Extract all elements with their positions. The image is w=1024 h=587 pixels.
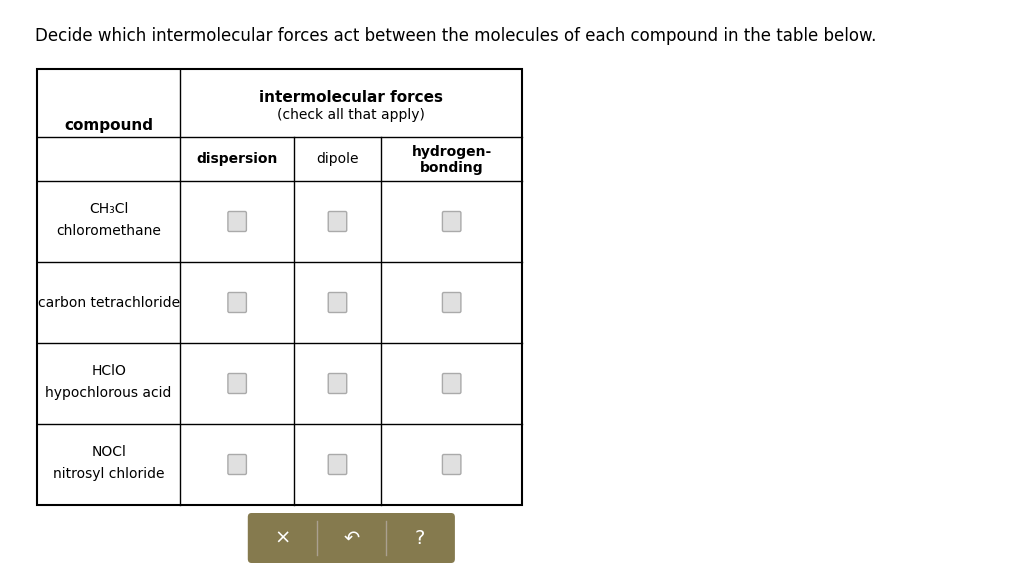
FancyBboxPatch shape xyxy=(329,292,347,312)
Text: carbon tetrachloride: carbon tetrachloride xyxy=(38,295,179,309)
Text: hydrogen-: hydrogen- xyxy=(412,145,492,159)
Text: HClO: HClO xyxy=(91,363,126,377)
FancyBboxPatch shape xyxy=(228,454,247,474)
Text: Decide which intermolecular forces act between the molecules of each compound in: Decide which intermolecular forces act b… xyxy=(35,27,877,45)
Text: intermolecular forces: intermolecular forces xyxy=(259,89,443,104)
Text: dipole: dipole xyxy=(316,152,358,166)
Text: chloromethane: chloromethane xyxy=(56,224,161,238)
FancyBboxPatch shape xyxy=(442,454,461,474)
FancyBboxPatch shape xyxy=(442,211,461,231)
Text: compound: compound xyxy=(65,117,154,133)
Text: dispersion: dispersion xyxy=(197,152,278,166)
FancyBboxPatch shape xyxy=(248,513,455,563)
FancyBboxPatch shape xyxy=(329,373,347,393)
Bar xyxy=(37,69,522,505)
FancyBboxPatch shape xyxy=(329,454,347,474)
Text: hypochlorous acid: hypochlorous acid xyxy=(45,386,172,400)
Text: nitrosyl chloride: nitrosyl chloride xyxy=(53,467,165,481)
Text: CH₃Cl: CH₃Cl xyxy=(89,201,128,215)
Text: ?: ? xyxy=(415,528,425,548)
Text: (check all that apply): (check all that apply) xyxy=(278,108,425,122)
Text: ↶: ↶ xyxy=(343,528,359,548)
FancyBboxPatch shape xyxy=(228,373,247,393)
Text: NOCl: NOCl xyxy=(91,444,126,458)
Text: ×: × xyxy=(274,528,291,548)
FancyBboxPatch shape xyxy=(442,373,461,393)
FancyBboxPatch shape xyxy=(228,292,247,312)
Text: bonding: bonding xyxy=(420,161,483,175)
FancyBboxPatch shape xyxy=(442,292,461,312)
FancyBboxPatch shape xyxy=(329,211,347,231)
FancyBboxPatch shape xyxy=(228,211,247,231)
